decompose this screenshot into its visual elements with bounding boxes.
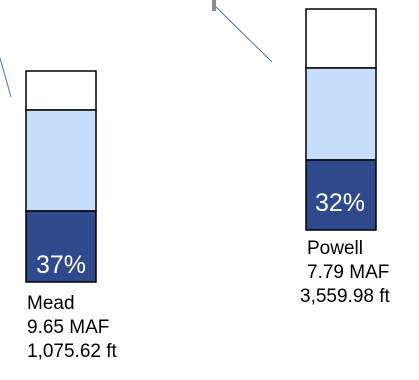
top-marker: [212, 0, 216, 11]
mead-column: 37%: [25, 70, 97, 283]
powell-column: 32%: [305, 8, 377, 231]
mead-light-segment: [25, 109, 97, 212]
mead-empty-segment: [25, 70, 97, 111]
mead-full-segment: [25, 210, 97, 283]
mead-percent-label: 37%: [36, 251, 86, 279]
powell-full-segment: [305, 159, 377, 231]
powell-percent-label: 32%: [315, 189, 365, 217]
mead-elevation: 1,075.62 ft: [27, 341, 118, 362]
powell-name: Powell: [307, 238, 363, 259]
powell-leader-line: [214, 5, 273, 63]
powell-empty-segment: [305, 8, 377, 69]
mead-info: Mead 9.65 MAF 1,075.62 ft: [27, 293, 118, 362]
mead-leader-line: [0, 57, 12, 98]
powell-volume: 7.79 MAF: [307, 262, 389, 283]
mead-volume: 9.65 MAF: [27, 317, 109, 338]
mead-name: Mead: [27, 293, 75, 314]
powell-elevation: 3,559.98 ft: [300, 286, 391, 307]
powell-light-segment: [305, 67, 377, 161]
powell-info: Powell 7.79 MAF 3,559.98 ft: [300, 238, 391, 307]
